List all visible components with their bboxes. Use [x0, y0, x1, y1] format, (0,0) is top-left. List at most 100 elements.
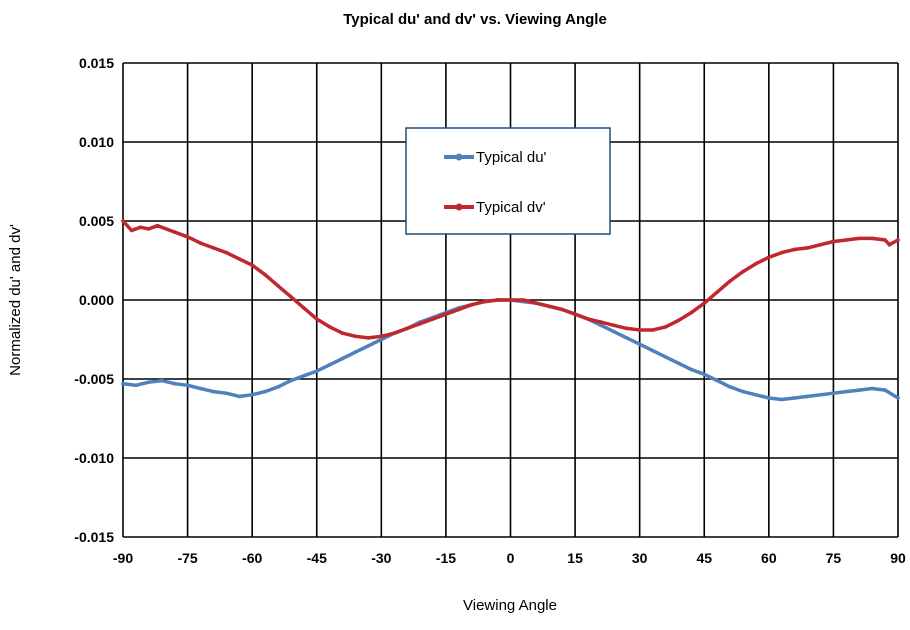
y-tick-label: -0.005 — [74, 371, 114, 387]
data-point — [586, 317, 590, 321]
data-point — [237, 394, 242, 399]
data-point — [418, 321, 422, 326]
x-tick-label: -15 — [436, 550, 456, 566]
data-point — [353, 334, 358, 339]
data-point — [547, 304, 552, 309]
data-point — [147, 380, 151, 385]
data-point — [857, 236, 862, 241]
data-point — [431, 317, 435, 321]
data-point — [780, 250, 784, 255]
data-point — [263, 272, 267, 277]
data-point — [379, 334, 384, 339]
x-tick-label: -90 — [113, 550, 133, 566]
legend-label-du: Typical du' — [476, 149, 547, 166]
series-line-1 — [121, 219, 900, 340]
x-tick-label: -45 — [307, 550, 327, 566]
data-point — [470, 302, 474, 307]
data-point — [741, 389, 745, 394]
data-point — [508, 298, 513, 302]
data-point — [121, 381, 125, 386]
data-point — [870, 236, 874, 241]
data-point — [870, 386, 874, 391]
data-point — [728, 385, 732, 389]
data-point — [302, 306, 306, 310]
x-tick-label: -30 — [371, 550, 391, 566]
y-axis-title: Normalized du' and dv' — [7, 224, 24, 376]
data-point — [134, 383, 138, 388]
data-point — [560, 307, 564, 312]
data-point — [612, 329, 616, 334]
data-point — [379, 337, 384, 342]
data-point — [767, 396, 771, 400]
y-tick-label: 0.005 — [79, 213, 114, 229]
x-tick-label: 0 — [507, 550, 515, 566]
data-point — [172, 230, 177, 234]
data-point — [637, 342, 642, 347]
data-point — [689, 367, 694, 372]
data-point — [625, 336, 629, 340]
y-tick-label: -0.010 — [74, 450, 114, 466]
data-point — [340, 331, 345, 336]
data-point — [844, 238, 849, 242]
data-point — [805, 246, 810, 250]
data-point — [831, 239, 836, 244]
data-point — [883, 388, 887, 392]
data-point — [887, 242, 892, 247]
data-point — [444, 312, 448, 317]
data-point — [147, 227, 151, 231]
data-point — [392, 331, 397, 336]
data-point — [185, 383, 190, 388]
data-point — [702, 372, 707, 377]
y-tick-label: -0.015 — [74, 529, 114, 545]
data-point — [676, 318, 681, 323]
y-tick-label: 0.015 — [79, 55, 114, 71]
data-point — [327, 363, 332, 367]
data-point — [250, 263, 254, 268]
data-point — [857, 388, 862, 392]
data-point — [650, 348, 655, 353]
data-point — [160, 378, 164, 383]
data-point — [831, 391, 836, 396]
data-point — [805, 394, 810, 399]
data-point — [792, 396, 797, 400]
data-point — [224, 391, 229, 396]
data-point — [637, 328, 642, 332]
data-point — [289, 378, 293, 383]
data-point — [599, 320, 603, 324]
data-point — [521, 298, 526, 302]
data-point — [121, 219, 125, 223]
data-point — [754, 393, 758, 397]
data-point — [198, 241, 203, 245]
data-point — [366, 336, 371, 340]
data-point — [676, 361, 681, 366]
data-point — [276, 385, 280, 389]
x-tick-label: -60 — [242, 550, 262, 566]
x-tick-label: 45 — [696, 550, 712, 566]
data-point — [573, 312, 577, 317]
data-point — [625, 326, 629, 331]
data-point — [315, 369, 319, 373]
data-point — [728, 279, 732, 283]
y-tick-label: 0.010 — [79, 134, 114, 150]
legend-box — [405, 127, 611, 235]
data-point — [818, 393, 823, 397]
x-tick-label: -75 — [177, 550, 197, 566]
x-tick-label: 60 — [761, 550, 777, 566]
data-point — [818, 242, 823, 247]
data-point — [327, 325, 332, 329]
data-point — [612, 323, 616, 328]
series-layer — [121, 219, 900, 402]
data-point — [741, 269, 745, 274]
data-point — [715, 290, 719, 294]
data-point — [155, 223, 160, 228]
data-point — [211, 246, 216, 250]
x-tick-label: 75 — [826, 550, 842, 566]
legend-label-dv: Typical dv' — [476, 199, 546, 216]
legend-marker-dv — [455, 203, 463, 211]
tick-labels: -90 -75 -60 -45 -30 -15 0 15 30 45 60 75 90 0.015 0.01… — [74, 55, 906, 566]
data-point — [138, 225, 142, 230]
data-point — [198, 386, 203, 391]
data-point — [263, 389, 267, 394]
data-point — [172, 381, 177, 386]
